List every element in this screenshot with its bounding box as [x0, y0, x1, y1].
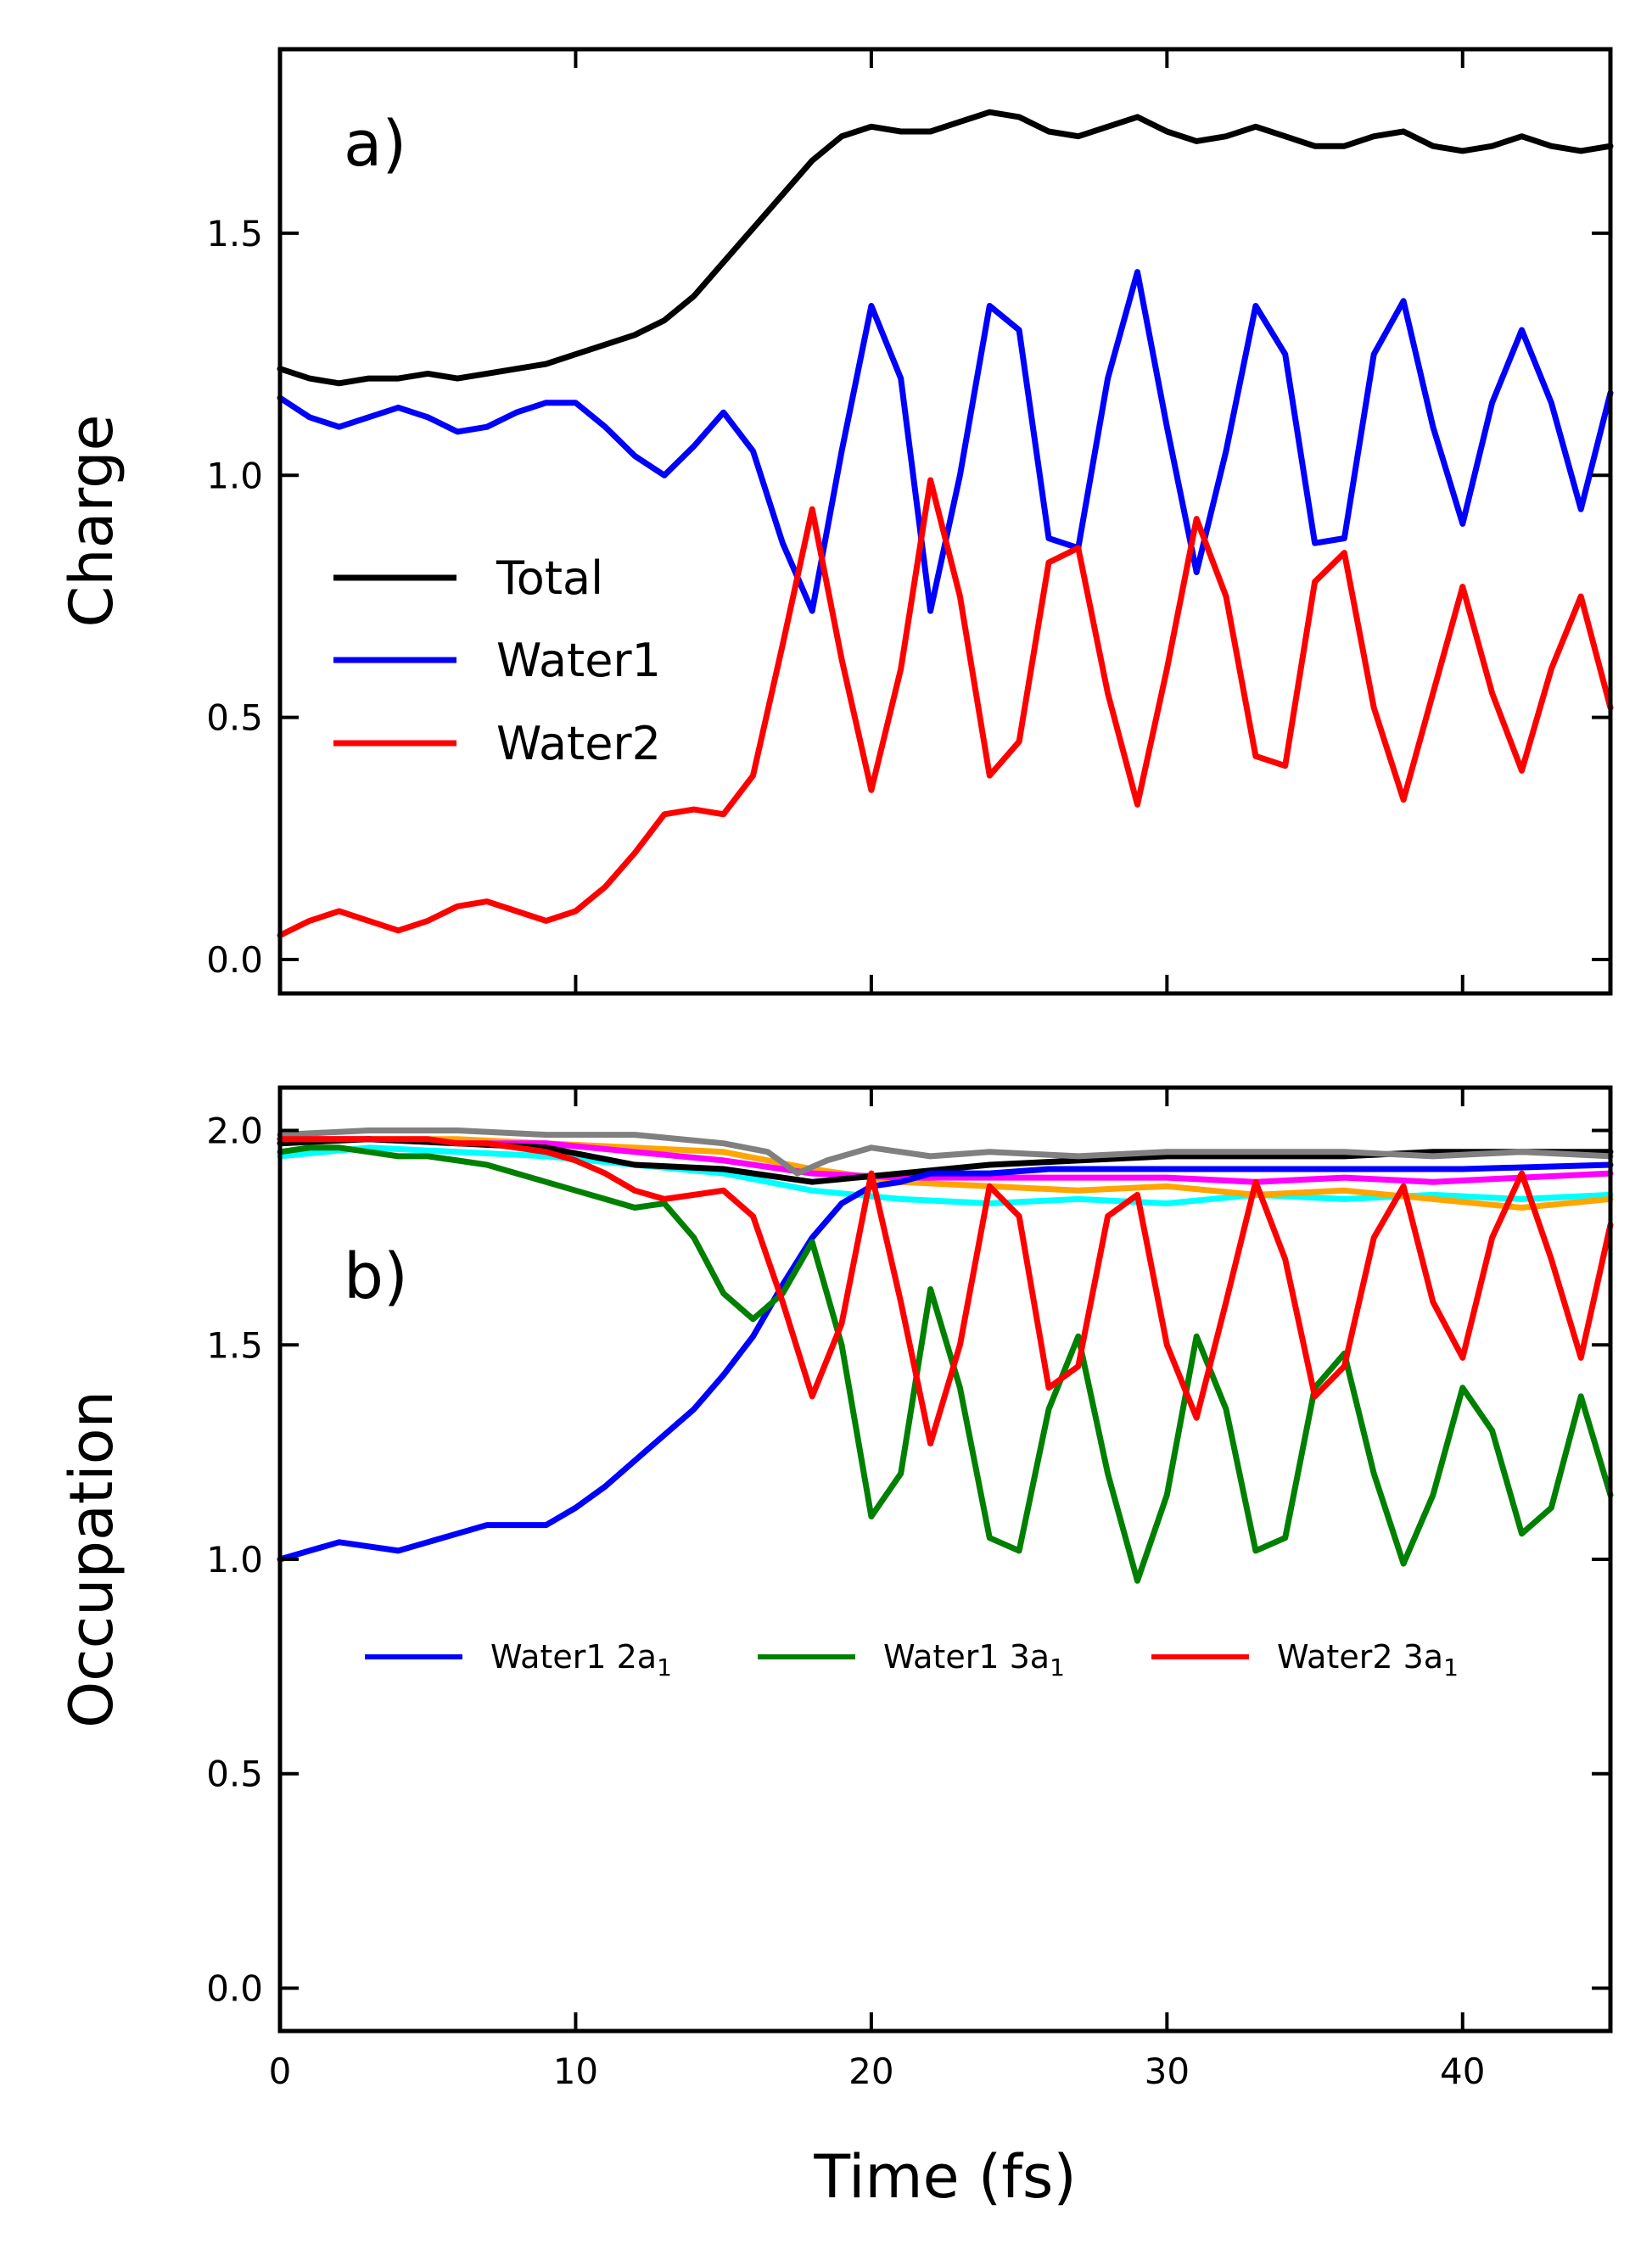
legend-label-water1-3a1-name: Water1 3a [883, 1638, 1050, 1676]
panel-b-series-unlabeled-4 [277, 1127, 1614, 1177]
panel-b-ytick-label-2: 1.0 [206, 1539, 263, 1581]
panel-a-ytick-label-1: 0.5 [206, 697, 263, 739]
panel-a-ytick-label-0: 0.0 [206, 939, 263, 981]
legend-label-water2-3a1-sub: 1 [1443, 1653, 1459, 1681]
panel-b-label: b) [344, 1240, 408, 1313]
panel-b-occupation: 0 10 20 30 40 0.0 0.5 1.0 1.5 2.0 b) Occupation T… [57, 1085, 1614, 2212]
panel-b-xtick-label-10: 10 [553, 2051, 598, 2092]
legend-label-water1-2a1: Water1 2a1 [490, 1638, 672, 1681]
panel-a-series-group [277, 109, 1614, 938]
panel-a-frame [277, 47, 1613, 996]
legend-label-water2: Water2 [496, 717, 661, 770]
panel-b-ytick-label-1: 0.5 [206, 1754, 263, 1795]
legend-label-water2-3a1: Water2 3a1 [1277, 1638, 1459, 1681]
panel-a-series-water2 [277, 477, 1614, 938]
panel-b-xtick-label-40: 40 [1440, 2051, 1485, 2092]
panel-b-series-water2-3a1 [277, 1136, 1614, 1446]
legend-label-water1-2a1-sub: 1 [657, 1653, 672, 1681]
panel-b-series-water1-3a1 [277, 1144, 1614, 1584]
legend-label-water1-3a1-sub: 1 [1050, 1653, 1065, 1681]
legend-label-water1-3a1: Water1 3a1 [883, 1638, 1065, 1681]
panel-b-series-water1-2a1 [277, 1161, 1614, 1563]
panel-a-series-total [277, 109, 1614, 387]
panel-a-ytick-label-3: 1.5 [206, 213, 263, 255]
panel-b-ticks: 0 10 20 30 40 0.0 0.5 1.0 1.5 2.0 [206, 1088, 1610, 2092]
legend-label-water2-3a1-name: Water2 3a [1277, 1638, 1443, 1676]
panel-a-charge: 0.0 0.5 1.0 1.5 a) Charge Total Water1 Wate… [57, 47, 1614, 996]
panel-b-xtick-label-20: 20 [848, 2051, 893, 2092]
panel-a-label: a) [344, 108, 406, 181]
panel-a-ylabel: Charge [57, 414, 126, 627]
panel-b-ytick-label-4: 2.0 [206, 1111, 263, 1152]
panel-b-xlabel: Time (fs) [813, 2142, 1076, 2212]
legend-label-total: Total [496, 551, 603, 605]
panel-b-frame [277, 1085, 1613, 2034]
panel-a-ytick-label-2: 1.0 [206, 455, 263, 496]
panel-b-ytick-label-0: 0.0 [206, 1967, 263, 2009]
panel-b-series-group [277, 1127, 1614, 1584]
panel-b-xtick-label-0: 0 [269, 2051, 292, 2092]
legend-label-water1: Water1 [496, 634, 661, 687]
panel-a-ticks: 0.0 0.5 1.0 1.5 [206, 49, 1610, 993]
panel-b-xtick-label-30: 30 [1145, 2051, 1190, 2092]
panel-b-ylabel: Occupation [57, 1390, 126, 1728]
panel-a-legend: Total Water1 Water2 [333, 551, 661, 770]
legend-label-water1-2a1-name: Water1 2a [490, 1638, 657, 1676]
panel-b-legend: Water1 2a1 Water1 3a1 Water2 3a1 [365, 1638, 1459, 1681]
panel-b-ytick-label-3: 1.5 [206, 1324, 263, 1366]
